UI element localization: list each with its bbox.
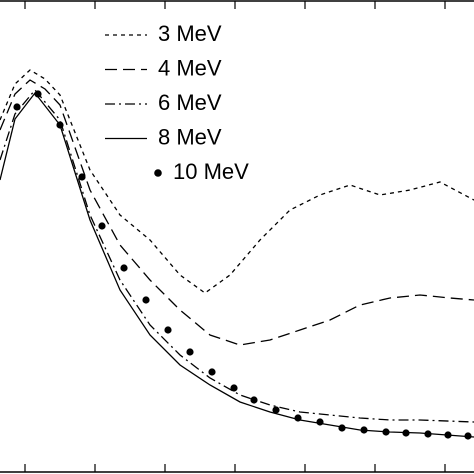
- legend-label: 4 MeV: [158, 55, 222, 80]
- series-line: [0, 88, 474, 423]
- data-point: [444, 431, 452, 439]
- series-line: [0, 79, 474, 346]
- data-point: [120, 264, 128, 272]
- series-line: [0, 91, 474, 438]
- data-point: [98, 222, 106, 230]
- data-point: [164, 326, 172, 334]
- data-point: [272, 406, 280, 414]
- data-point: [250, 396, 258, 404]
- data-point: [142, 296, 150, 304]
- data-point: [382, 428, 390, 436]
- data-point: [13, 103, 21, 111]
- legend-label: 8 MeV: [158, 124, 222, 149]
- data-point: [56, 121, 64, 129]
- legend-marker: [154, 169, 162, 177]
- data-point: [186, 348, 194, 356]
- data-point: [338, 424, 346, 432]
- data-point: [464, 432, 472, 440]
- data-point: [424, 430, 432, 438]
- data-point: [402, 429, 410, 437]
- legend-label: 6 MeV: [158, 90, 222, 115]
- data-point: [78, 173, 86, 181]
- data-point: [294, 414, 302, 422]
- legend-label: 10 MeV: [173, 159, 249, 184]
- data-point: [34, 90, 42, 98]
- legend-label: 3 MeV: [158, 21, 222, 46]
- data-point: [230, 384, 238, 392]
- data-point: [316, 418, 324, 426]
- data-point: [360, 426, 368, 434]
- data-point: [208, 368, 216, 376]
